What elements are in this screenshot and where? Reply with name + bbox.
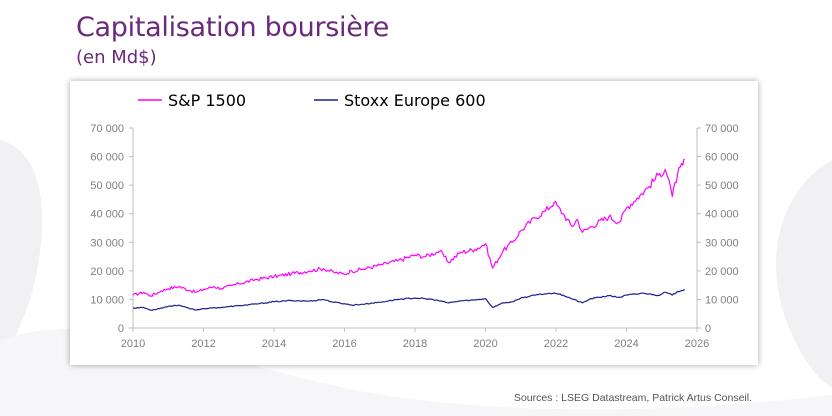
y-tick-label-left: 50 000 [90,180,124,192]
y-tick-label-right: 20 000 [705,266,739,278]
x-tick-label: 2012 [191,338,215,350]
y-tick-label-right: 70 000 [705,123,739,135]
x-tick-label: 2022 [544,338,568,350]
y-tick-label-left: 30 000 [90,237,124,249]
y-tick-label-right: 0 [705,323,711,335]
y-tick-label-right: 60 000 [705,152,739,164]
y-tick-label-right: 30 000 [705,237,739,249]
x-tick-label: 2014 [262,338,286,350]
x-tick-label: 2026 [685,338,709,350]
y-tick-label-right: 10 000 [705,294,739,306]
legend-item-s-p-1500: S&P 1500 [138,91,246,110]
y-tick-label-left: 60 000 [90,152,124,164]
legend-label: Stoxx Europe 600 [344,91,486,110]
y-tick-label-right: 40 000 [705,209,739,221]
page-subtitle: (en Md$) [76,47,157,68]
y-tick-label-left: 0 [118,323,124,335]
legend-item-stoxx-europe-600: Stoxx Europe 600 [314,91,486,110]
legend-label: S&P 1500 [168,91,246,110]
x-tick-label: 2024 [614,338,638,350]
series-line-stoxx-europe-600 [132,288,686,311]
x-tick-label: 2020 [473,338,497,350]
y-tick-label-left: 10 000 [90,294,124,306]
y-tick-label-left: 40 000 [90,209,124,221]
x-tick-label: 2010 [121,338,145,350]
x-tick-label: 2018 [403,338,427,350]
market-cap-chart: 70 000 60 000 50 000 40 000 30 000 20 000 10 0… [90,91,739,350]
chart-card: 70 000 60 000 50 000 40 000 30 000 20 000 10 0… [70,81,758,365]
y-tick-label-right: 50 000 [705,180,739,192]
y-tick-label-left: 70 000 [90,123,124,135]
y-tick-label-left: 20 000 [90,266,124,278]
page-title: Capitalisation boursière [76,12,390,43]
source-note: Sources : LSEG Datastream, Patrick Artus… [513,392,752,404]
x-tick-label: 2016 [332,338,356,350]
series-line-s-p-1500 [132,158,685,297]
